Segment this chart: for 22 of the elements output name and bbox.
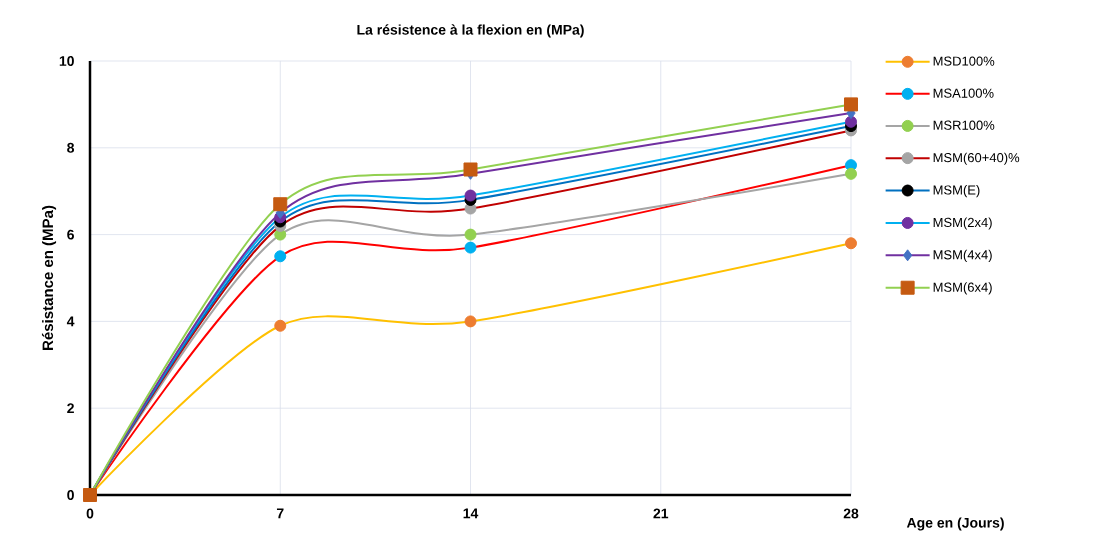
y-tick-label: 8 bbox=[67, 142, 75, 153]
x-tick-label: 21 bbox=[653, 508, 669, 519]
y-tick-label: 6 bbox=[67, 229, 74, 240]
x-tick-label: 28 bbox=[843, 508, 859, 519]
y-tick-label: 0 bbox=[67, 490, 74, 500]
x-tick-label: 14 bbox=[463, 508, 479, 519]
legend-label: MSM(E) bbox=[933, 185, 980, 198]
legend-label: MSA100% bbox=[933, 88, 994, 98]
y-tick-label: 10 bbox=[59, 56, 74, 66]
legend-label: MSM(60+40)% bbox=[933, 152, 1020, 165]
x-tick-label: 7 bbox=[276, 508, 284, 519]
legend-label: MSM(4x4) bbox=[933, 249, 992, 262]
legend-label: MSM(6x4) bbox=[933, 282, 992, 295]
legend-label: MSM(2x4) bbox=[933, 217, 992, 230]
y-tick-label: 2 bbox=[67, 403, 74, 414]
legend-label: MSD100% bbox=[933, 56, 995, 66]
y-tick-label: 4 bbox=[66, 316, 75, 327]
chart-title: La résistence à la flexion en (MPa) bbox=[357, 24, 584, 38]
x-axis-title: Age en (Jours) bbox=[906, 517, 1004, 531]
legend-label: MSR100% bbox=[933, 120, 995, 130]
y-axis-title: Résistance en (MPa) bbox=[41, 205, 57, 350]
x-tick-label: 0 bbox=[86, 508, 94, 519]
